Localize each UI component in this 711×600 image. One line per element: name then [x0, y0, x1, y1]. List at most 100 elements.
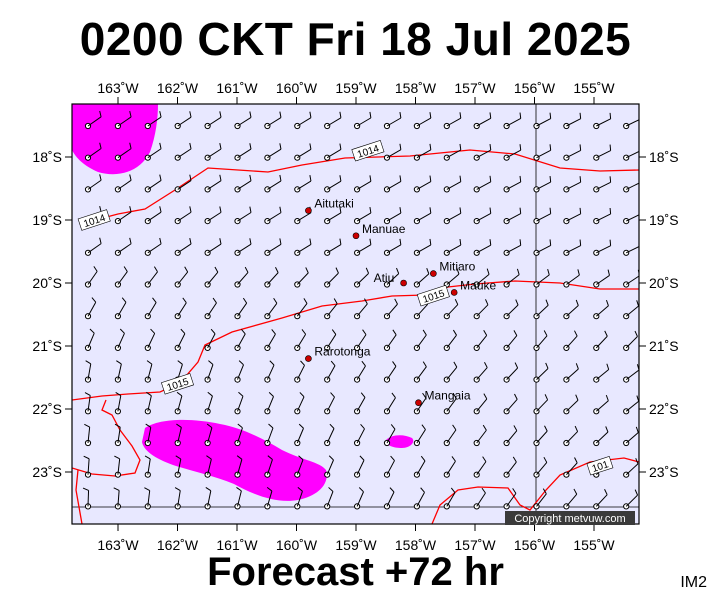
wind-barb [503, 488, 517, 510]
wind-barb [563, 239, 582, 256]
lon-label-top: 155˚W [573, 80, 615, 96]
wind-barb [204, 266, 219, 288]
wind-barb [84, 174, 102, 193]
wind-barb [443, 424, 457, 447]
lat-label-right: 21˚S [649, 338, 679, 354]
lat-label-left: 20˚S [32, 275, 62, 291]
wind-barb [593, 176, 612, 193]
wind-barb [294, 423, 304, 447]
wind-barb [234, 266, 249, 288]
wind-barb [443, 487, 456, 510]
wind-barb [383, 111, 402, 130]
wind-barb [503, 268, 520, 288]
wind-barb [593, 239, 612, 256]
wind-barb [114, 391, 122, 415]
wind-barb [383, 267, 400, 288]
wind-barb [473, 329, 488, 351]
wind-barb [264, 455, 273, 478]
island-manuae: Manuae [352, 222, 406, 240]
svg-text:101: 101 [591, 459, 611, 475]
lon-label-bottom: 160˚W [276, 537, 318, 553]
wind-barb [294, 392, 305, 415]
wind-barb [84, 110, 102, 130]
lon-label-top: 162˚W [157, 80, 199, 96]
wind-barb [234, 238, 252, 256]
wind-barb [264, 206, 282, 225]
wind-barb [443, 329, 457, 351]
wind-barb [144, 328, 156, 351]
wind-barb [264, 238, 282, 256]
wind-barb [264, 174, 282, 193]
wind-barb [174, 142, 192, 161]
wind-barb [264, 111, 282, 130]
lon-label-top: 160˚W [276, 80, 318, 96]
wind-barb [264, 486, 273, 510]
island-label: Manuae [362, 222, 406, 236]
wind-barb [503, 456, 517, 478]
wind-barb [144, 266, 158, 288]
wind-barb [533, 362, 549, 383]
wind-barb [234, 423, 243, 447]
wind-barb [593, 330, 608, 351]
wind-barb [114, 423, 122, 447]
wind-barb [144, 237, 162, 256]
wind-barb [623, 214, 639, 225]
wind-barb [144, 423, 152, 447]
forecast-label: Forecast +72 hr [207, 550, 504, 594]
lon-label-top: 159˚W [335, 80, 377, 96]
wind-barb [413, 455, 426, 478]
wind-barb [204, 206, 222, 225]
wind-barb [114, 455, 122, 478]
wind-barb [503, 175, 522, 193]
wind-barb [383, 392, 396, 415]
wind-barb [174, 487, 181, 510]
wind-barb [383, 238, 402, 256]
wind-barb [174, 174, 192, 193]
isobar-1015-western-edge [75, 469, 83, 524]
wind-barb [113, 487, 122, 510]
wind-barb [354, 360, 366, 383]
wind-barb [473, 268, 490, 288]
image-id-label: IM2 [680, 574, 707, 591]
wind-barb [144, 455, 151, 478]
wind-barb [144, 487, 151, 510]
wind-barb [204, 423, 213, 447]
wind-barb [354, 487, 364, 510]
rain-area-south [142, 419, 327, 501]
wind-barb [443, 207, 462, 225]
wind-barb [533, 175, 552, 193]
wind-barb [114, 174, 132, 193]
wind-barb [383, 487, 395, 510]
island-marker [415, 399, 422, 407]
chart-title: 0200 CKT Fri 18 Jul 2025 [79, 13, 632, 65]
wind-barb [563, 425, 579, 447]
wind-barb [204, 297, 217, 320]
wind-barb [563, 457, 578, 478]
wind-barb [473, 456, 487, 478]
wind-barb [473, 299, 489, 320]
wind-barb [354, 206, 372, 225]
wind-barb [473, 362, 488, 383]
wind-barb [413, 392, 427, 415]
island-aitutaki: Aitutaki [305, 197, 354, 214]
isobar-label: 101 [586, 455, 614, 476]
lat-label-left: 19˚S [32, 212, 62, 228]
wind-barb [473, 144, 492, 161]
island-mitiaro: Mitiaro [430, 260, 476, 277]
wind-barb [623, 246, 639, 256]
wind-barb [563, 144, 582, 161]
wind-barb [144, 297, 157, 320]
wind-barb [264, 392, 274, 415]
wind-barb [623, 458, 639, 478]
wind-barb [174, 423, 182, 447]
wind-barb [593, 426, 609, 447]
wind-barb [413, 112, 432, 130]
wind-barb [324, 206, 342, 225]
wind-barb [114, 142, 132, 161]
wind-barb [473, 112, 492, 130]
wind-barb [413, 268, 430, 288]
wind-barb [354, 111, 372, 130]
wind-barb [443, 393, 457, 415]
isobar-1014-north [79, 149, 639, 225]
lon-label-bottom: 158˚W [395, 537, 437, 553]
